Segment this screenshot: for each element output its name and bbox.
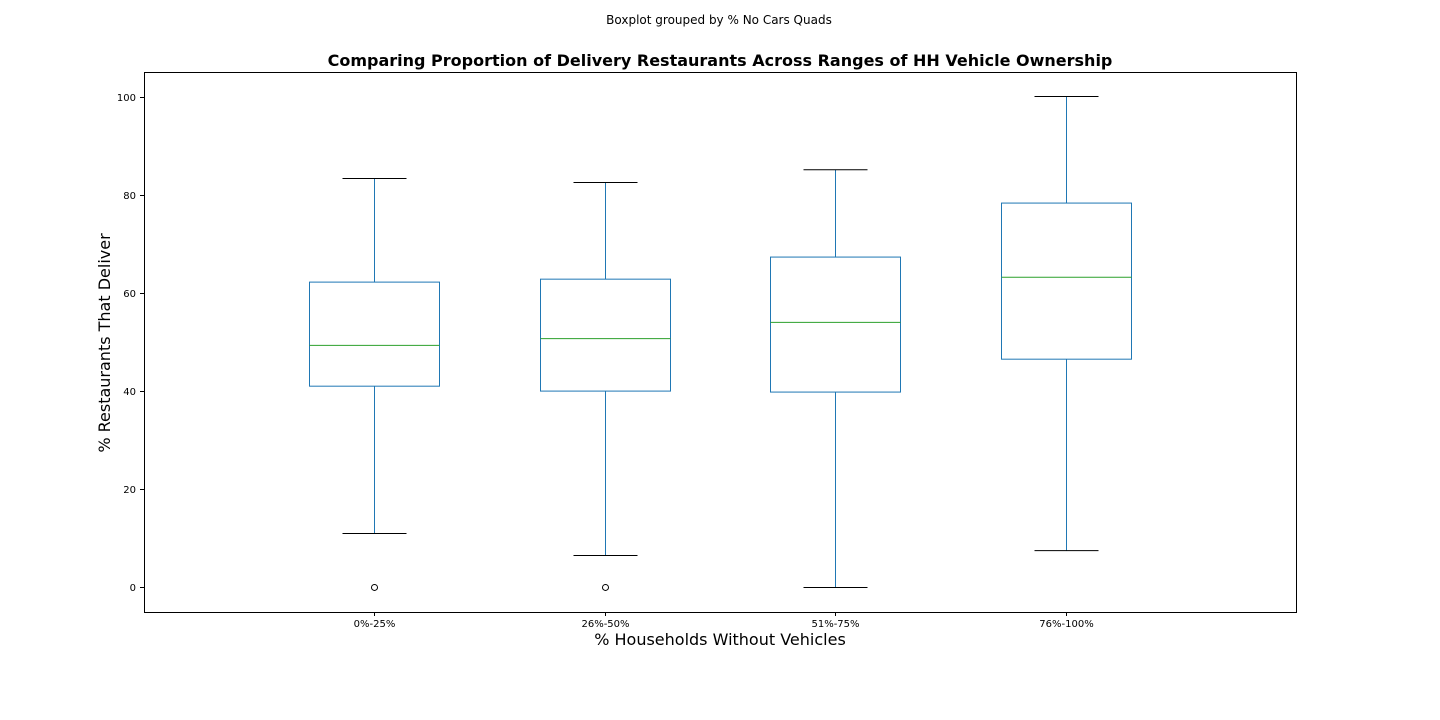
- box-group: [770, 169, 901, 588]
- outlier-point: [602, 583, 609, 591]
- y-axis-label: % Restaurants That Deliver: [95, 233, 114, 453]
- box-group: [309, 178, 440, 591]
- x-axis-label: % Households Without Vehicles: [594, 630, 846, 649]
- plot-area: [309, 96, 1132, 591]
- y-tick-label: 60: [123, 289, 136, 300]
- box-group: [540, 181, 671, 591]
- chart-title: Comparing Proportion of Delivery Restaur…: [328, 51, 1113, 70]
- x-tick-label: 76%-100%: [1039, 619, 1093, 630]
- axes-frame: [144, 72, 1297, 613]
- y-tick-label: 80: [123, 191, 136, 202]
- box-iqr: [770, 256, 901, 393]
- x-tick-label: 0%-25%: [354, 619, 396, 630]
- y-tick-label: 100: [117, 93, 136, 104]
- y-tick-label: 40: [123, 387, 136, 398]
- box-iqr: [540, 278, 671, 392]
- outlier-point: [371, 583, 378, 591]
- x-tick-label: 26%-50%: [581, 619, 629, 630]
- x-tick-label: 51%-75%: [811, 619, 859, 630]
- box-iqr: [309, 281, 440, 387]
- box-iqr: [1001, 202, 1132, 360]
- y-axis: 0 20 40 60 80 100: [117, 93, 144, 594]
- y-tick-label: 0: [130, 583, 136, 594]
- y-tick-label: 20: [123, 485, 136, 496]
- x-axis: 0%-25% 26%-50% 51%-75% 76%-100%: [354, 612, 1094, 630]
- figure-suptitle: Boxplot grouped by % No Cars Quads: [606, 13, 832, 27]
- box-group: [1001, 96, 1132, 552]
